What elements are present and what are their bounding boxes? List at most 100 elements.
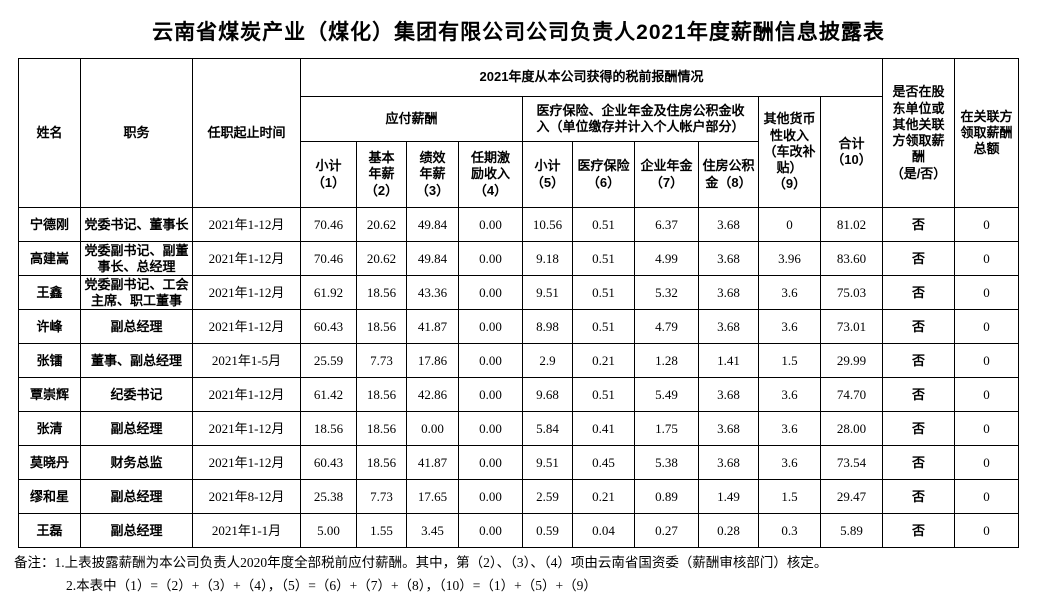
value-cell: 70.46 — [300, 240, 357, 277]
value-cell: 0.51 — [572, 309, 635, 345]
value-cell: 18.56 — [356, 445, 407, 481]
col-header-subtotal-5: 小计 （5） — [522, 141, 573, 208]
position-cell: 副总经理 — [80, 309, 193, 345]
value-cell: 0.3 — [758, 513, 821, 549]
value-cell: 7.73 — [356, 479, 407, 515]
value-cell: 3.68 — [698, 207, 759, 242]
term-cell: 2021年1-12月 — [192, 240, 301, 277]
name-cell: 覃崇辉 — [18, 377, 81, 413]
value-cell: 3.68 — [698, 275, 759, 311]
value-cell: 0.00 — [458, 513, 523, 549]
value-cell: 18.56 — [356, 411, 407, 447]
table-row: 王磊 副总经理 2021年1-1月 5.00 1.55 3.45 0.00 0.59 0.04 0… — [18, 513, 1019, 549]
value-cell: 9.51 — [522, 275, 573, 311]
value-cell: 0 — [954, 207, 1019, 242]
value-cell: 否 — [882, 377, 955, 413]
col-header-other-income-9: 其他货币 性收入 （车改补 贴） （9） — [758, 96, 821, 208]
table-body: 宁德刚 党委书记、董事长 2021年1-12月 70.46 20.62 49.84 0.00… — [18, 207, 1019, 549]
note-line-2: 2.本表中（1）=（2）+（3）+（4），（5）=（6）+（7）+（8），（10… — [66, 578, 597, 594]
value-cell: 18.56 — [356, 275, 407, 311]
name-cell: 王磊 — [18, 513, 81, 549]
name-cell: 许峰 — [18, 309, 81, 345]
value-cell: 0.00 — [458, 445, 523, 481]
value-cell: 41.87 — [406, 445, 459, 481]
col-group-insurance-fund: 医疗保险、企业年金及住房公积金收 入（单位缴存并计入个人帐户部分） — [522, 96, 759, 142]
position-cell: 副总经理 — [80, 513, 193, 549]
position-cell: 党委副书记、副董 事长、总经理 — [80, 240, 193, 277]
value-cell: 73.54 — [820, 445, 883, 481]
value-cell: 18.56 — [356, 377, 407, 413]
value-cell: 70.46 — [300, 207, 357, 242]
value-cell: 0.00 — [458, 207, 523, 242]
term-cell: 2021年1-12月 — [192, 445, 301, 481]
value-cell: 0 — [954, 513, 1019, 549]
value-cell: 0.51 — [572, 275, 635, 311]
value-cell: 5.38 — [634, 445, 699, 481]
table-row: 宁德刚 党委书记、董事长 2021年1-12月 70.46 20.62 49.84 0.00… — [18, 207, 1019, 242]
value-cell: 1.5 — [758, 343, 821, 379]
value-cell: 0.45 — [572, 445, 635, 481]
name-cell: 宁德刚 — [18, 207, 81, 242]
value-cell: 28.00 — [820, 411, 883, 447]
value-cell: 0.59 — [522, 513, 573, 549]
value-cell: 0 — [954, 377, 1019, 413]
value-cell: 否 — [882, 479, 955, 515]
table-row: 张清 副总经理 2021年1-12月 18.56 18.56 0.00 0.00 5.84 0.… — [18, 411, 1019, 447]
name-cell: 高建嵩 — [18, 240, 81, 277]
term-cell: 2021年1-5月 — [192, 343, 301, 379]
term-cell: 2021年1-12月 — [192, 275, 301, 311]
value-cell: 0.00 — [406, 411, 459, 447]
header-row-1: 姓名 职务 任职起止时间 2021年度从本公司获得的税前报酬情况 是否在股 东单… — [18, 58, 1019, 208]
value-cell: 0 — [954, 479, 1019, 515]
col-group-pretax-income: 2021年度从本公司获得的税前报酬情况 — [300, 58, 883, 97]
value-cell: 0.00 — [458, 309, 523, 345]
value-cell: 0.00 — [458, 411, 523, 447]
value-cell: 10.56 — [522, 207, 573, 242]
col-header-total-10: 合计 （10） — [820, 96, 883, 208]
col-header-name: 姓名 — [18, 58, 81, 208]
value-cell: 3.6 — [758, 377, 821, 413]
value-cell: 5.00 — [300, 513, 357, 549]
page-title: 云南省煤炭产业（煤化）集团有限公司公司负责人2021年度薪酬信息披露表 — [152, 21, 885, 44]
table-row: 高建嵩 党委副书记、副董 事长、总经理 2021年1-12月 70.46 20.62 49… — [18, 240, 1019, 277]
value-cell: 否 — [882, 275, 955, 311]
value-cell: 0.04 — [572, 513, 635, 549]
value-cell: 0 — [954, 343, 1019, 379]
value-cell: 8.98 — [522, 309, 573, 345]
value-cell: 0.51 — [572, 207, 635, 242]
col-group-payable-salary: 应付薪酬 — [300, 96, 523, 142]
value-cell: 49.84 — [406, 207, 459, 242]
term-cell: 2021年1-12月 — [192, 207, 301, 242]
name-cell: 缪和星 — [18, 479, 81, 515]
name-cell: 莫晓丹 — [18, 445, 81, 481]
value-cell: 0 — [954, 411, 1019, 447]
value-cell: 0.00 — [458, 240, 523, 277]
value-cell: 42.86 — [406, 377, 459, 413]
value-cell: 5.89 — [820, 513, 883, 549]
footnotes: 备注：1.上表披露薪酬为本公司负责人2020年度全部税前应付薪酬。其中，第（2）… — [14, 552, 1037, 598]
name-cell: 张镭 — [18, 343, 81, 379]
value-cell: 3.68 — [698, 411, 759, 447]
value-cell: 81.02 — [820, 207, 883, 242]
value-cell: 0 — [954, 309, 1019, 345]
col-header-shareholder-pay: 是否在股 东单位或 其他关联 方领取薪 酬 （是/否） — [882, 58, 955, 208]
value-cell: 0 — [954, 445, 1019, 481]
value-cell: 17.86 — [406, 343, 459, 379]
value-cell: 0.51 — [572, 377, 635, 413]
value-cell: 5.84 — [522, 411, 573, 447]
col-header-position: 职务 — [80, 58, 193, 208]
col-header-subtotal-1: 小计 （1） — [300, 141, 357, 208]
position-cell: 党委副书记、工会 主席、职工董事 — [80, 275, 193, 311]
position-cell: 纪委书记 — [80, 377, 193, 413]
col-header-base-salary-2: 基本 年薪 （2） — [356, 141, 407, 208]
value-cell: 75.03 — [820, 275, 883, 311]
table-row: 缪和星 副总经理 2021年8-12月 25.38 7.73 17.65 0.00 2.59 0… — [18, 479, 1019, 515]
value-cell: 9.18 — [522, 240, 573, 277]
table-row: 王鑫 党委副书记、工会 主席、职工董事 2021年1-12月 61.92 18.56 43… — [18, 275, 1019, 311]
value-cell: 43.36 — [406, 275, 459, 311]
value-cell: 3.6 — [758, 445, 821, 481]
value-cell: 0.28 — [698, 513, 759, 549]
value-cell: 0.00 — [458, 275, 523, 311]
position-cell: 副总经理 — [80, 479, 193, 515]
value-cell: 3.68 — [698, 445, 759, 481]
